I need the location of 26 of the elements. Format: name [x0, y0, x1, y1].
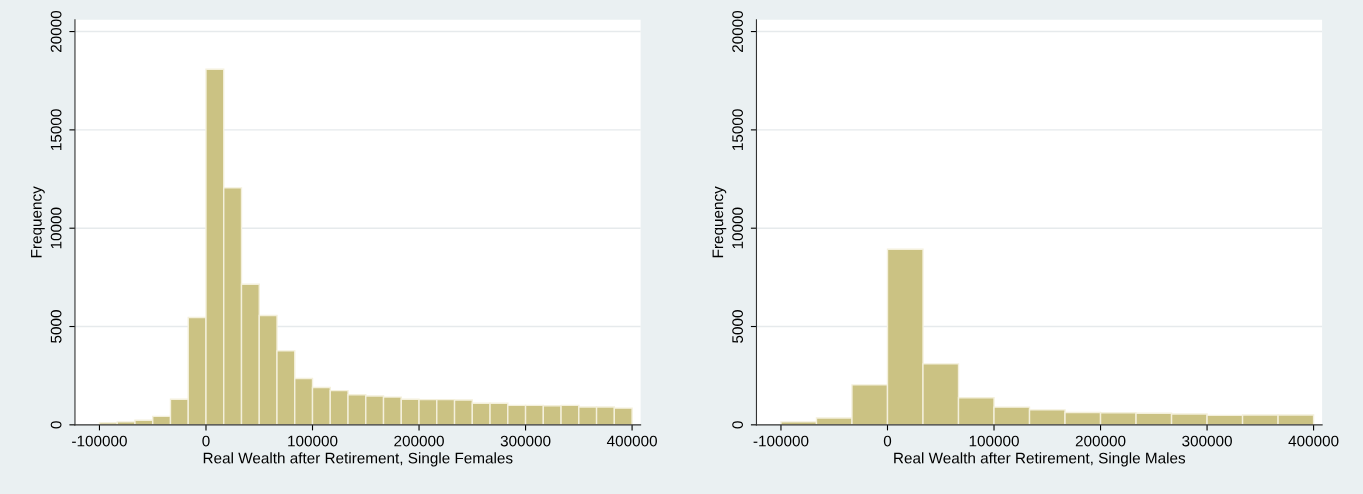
x-tick-label: 400000 — [1288, 435, 1339, 447]
y-tick-label: 10000 — [732, 207, 744, 249]
x-axis-title: Real Wealth after Retirement, Single Females — [203, 452, 513, 467]
x-tick-label: 100000 — [288, 435, 338, 447]
y-tick-label: 20000 — [732, 10, 744, 53]
y-tick-label: 5000 — [50, 310, 62, 343]
x-tick-label: 0 — [202, 435, 210, 447]
y-axis-title: Frequency — [31, 186, 45, 258]
x-tick-label: 300000 — [1182, 435, 1232, 447]
y-tick-label: 10000 — [50, 207, 62, 249]
y-tick-label: 0 — [732, 421, 744, 429]
y-tick-label: 0 — [50, 421, 62, 429]
x-tick-label: -100000 — [72, 435, 127, 447]
y-axis-title: Frequency — [712, 186, 727, 258]
x-tick-label: 300000 — [500, 435, 551, 447]
x-tick-label: 400000 — [606, 435, 657, 447]
y-tick-label: 20000 — [50, 10, 62, 53]
y-tick-label: 15000 — [732, 109, 744, 150]
x-tick-label: -100000 — [753, 435, 809, 447]
y-tick-label: 15000 — [50, 109, 62, 150]
x-tick-label: 200000 — [394, 435, 444, 447]
x-tick-label: 100000 — [969, 435, 1019, 447]
x-tick-label: 0 — [883, 435, 892, 447]
x-axis-title: Real Wealth after Retirement, Single Males — [894, 452, 1186, 467]
x-tick-label: 200000 — [1075, 435, 1126, 447]
y-tick-label: 5000 — [732, 310, 744, 343]
